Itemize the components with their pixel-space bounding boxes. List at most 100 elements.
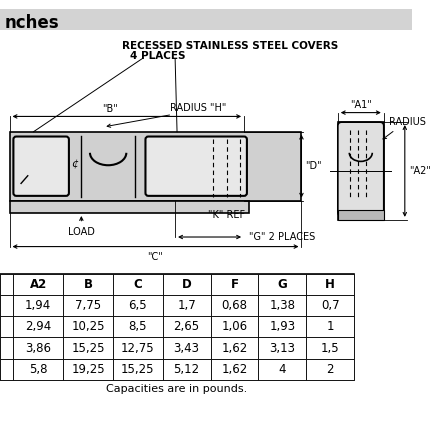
Bar (0, 9, 412, 30)
Text: B: B (83, 278, 92, 292)
Text: 5,8: 5,8 (29, 362, 48, 375)
Bar (113, 295, 163, 316)
Bar (0, 30, 412, 277)
Bar (163, 316, 211, 338)
Bar (0, 316, 13, 338)
Text: A2: A2 (30, 278, 47, 292)
Bar (0, 338, 13, 359)
Text: Capacities are in pounds.: Capacities are in pounds. (106, 384, 248, 394)
Bar (211, 295, 258, 316)
Bar (211, 359, 258, 380)
Text: 0,7: 0,7 (321, 299, 339, 313)
Bar (258, 338, 306, 359)
Text: 15,25: 15,25 (121, 362, 154, 375)
Text: "D": "D" (305, 161, 322, 171)
Bar (63, 295, 113, 316)
Bar (9, 132, 301, 201)
Bar (338, 122, 384, 220)
Text: 2: 2 (326, 362, 334, 375)
Text: 3,13: 3,13 (269, 341, 295, 354)
FancyBboxPatch shape (13, 137, 69, 196)
Text: "G" 2 PLACES: "G" 2 PLACES (249, 232, 315, 242)
Text: 1,93: 1,93 (269, 320, 295, 334)
FancyBboxPatch shape (145, 137, 247, 196)
Text: 4: 4 (279, 362, 286, 375)
Bar (0, 359, 13, 380)
Bar (163, 274, 211, 295)
Bar (306, 274, 354, 295)
Text: H: H (325, 278, 335, 292)
Text: 19,25: 19,25 (71, 362, 105, 375)
Bar (306, 295, 354, 316)
Bar (113, 338, 163, 359)
Text: ¢: ¢ (71, 159, 78, 169)
Bar (258, 359, 306, 380)
Bar (211, 316, 258, 338)
Bar (13, 274, 63, 295)
Text: 1,5: 1,5 (321, 341, 339, 354)
Text: 4 PLACES: 4 PLACES (130, 51, 186, 61)
Text: 15,25: 15,25 (71, 341, 105, 354)
Bar (0, 295, 13, 316)
Text: "C": "C" (147, 252, 163, 262)
Text: "A1": "A1" (350, 100, 372, 110)
Text: F: F (230, 278, 239, 292)
Bar (9, 201, 249, 213)
Text: 8,5: 8,5 (129, 320, 147, 334)
Bar (211, 338, 258, 359)
Text: 2,65: 2,65 (174, 320, 200, 334)
Bar (306, 359, 354, 380)
Text: 2,94: 2,94 (25, 320, 52, 334)
Bar (163, 338, 211, 359)
Text: 12,75: 12,75 (121, 341, 155, 354)
Bar (211, 274, 258, 295)
Bar (113, 274, 163, 295)
Text: "A2": "A2" (408, 166, 430, 176)
Bar (13, 338, 63, 359)
Text: 1,62: 1,62 (221, 362, 248, 375)
Bar (13, 316, 63, 338)
FancyBboxPatch shape (338, 122, 384, 216)
Text: nches: nches (5, 14, 59, 32)
Bar (113, 359, 163, 380)
Text: 7,75: 7,75 (75, 299, 101, 313)
Bar (113, 316, 163, 338)
Bar (63, 274, 113, 295)
Bar (13, 359, 63, 380)
Bar (0, 274, 354, 380)
Text: 1,38: 1,38 (269, 299, 295, 313)
Bar (258, 295, 306, 316)
Bar (0, 274, 13, 295)
Text: 0,68: 0,68 (221, 299, 248, 313)
Text: LOAD: LOAD (68, 227, 95, 237)
Text: 5,12: 5,12 (174, 362, 200, 375)
Text: D: D (182, 278, 191, 292)
Bar (163, 359, 211, 380)
Bar (338, 210, 384, 220)
Text: 1: 1 (326, 320, 334, 334)
Bar (13, 295, 63, 316)
Text: 10,25: 10,25 (71, 320, 105, 334)
Text: 1,62: 1,62 (221, 341, 248, 354)
Bar (258, 274, 306, 295)
Bar (306, 316, 354, 338)
Bar (63, 338, 113, 359)
Text: 6,5: 6,5 (129, 299, 147, 313)
Text: 1,94: 1,94 (25, 299, 52, 313)
Bar (163, 295, 211, 316)
Bar (258, 316, 306, 338)
Text: 3,43: 3,43 (174, 341, 200, 354)
Text: 1,06: 1,06 (221, 320, 248, 334)
Bar (63, 316, 113, 338)
Text: "B": "B" (102, 104, 118, 114)
Text: RADIUS "H": RADIUS "H" (170, 103, 227, 113)
Text: "K" REF: "K" REF (208, 210, 246, 220)
Bar (306, 338, 354, 359)
Text: 3,86: 3,86 (25, 341, 51, 354)
Text: RADIUS: RADIUS (389, 117, 425, 127)
Text: C: C (133, 278, 142, 292)
Text: G: G (277, 278, 287, 292)
Text: 1,7: 1,7 (177, 299, 196, 313)
Bar (63, 359, 113, 380)
Text: RECESSED STAINLESS STEEL COVERS: RECESSED STAINLESS STEEL COVERS (122, 41, 338, 51)
